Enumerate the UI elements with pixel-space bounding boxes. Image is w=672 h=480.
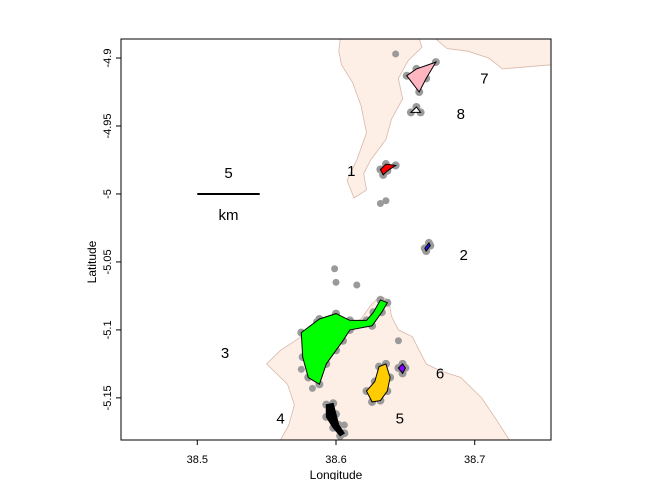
region-8-polygon [409, 106, 422, 113]
scale-bar-unit: km [219, 207, 239, 224]
buffer-point-extra-2 [382, 197, 390, 205]
buffer-point-extra-9 [297, 365, 305, 373]
region-5-polygon [365, 363, 391, 403]
y-tick-label-5: -5.1 [102, 320, 114, 339]
region-layer [300, 61, 438, 437]
region-7-polygon [405, 61, 438, 93]
buffer-point-extra-11 [340, 421, 348, 429]
y-tick-label-4: -5.05 [102, 249, 114, 274]
region-label-4: 4 [276, 410, 284, 427]
region-label-5: 5 [396, 410, 404, 427]
buffer-point-extra-3 [376, 199, 384, 207]
region-label-2: 2 [459, 247, 467, 264]
land-polygon-2 [435, 39, 551, 70]
region-label-7: 7 [480, 70, 488, 87]
buffer-point-extra-7 [394, 337, 402, 345]
region-1-polygon [379, 163, 397, 176]
region-3-polygon [300, 299, 389, 386]
plot-area [266, 39, 551, 440]
land-polygon-1 [338, 39, 423, 199]
region-2-polygon [424, 241, 431, 253]
y-tick-label-3: -5 [102, 189, 114, 199]
region-label-3: 3 [221, 345, 229, 362]
region-labels: 1 2 3 4 5 6 7 8 [221, 70, 489, 427]
y-axis-title: Latitude [85, 240, 99, 283]
y-tick-label-2: -4.95 [102, 113, 114, 138]
region-label-1: 1 [347, 163, 355, 180]
y-tick-label-6: -5.15 [102, 385, 114, 410]
x-tick-label-1: 38.5 [187, 454, 208, 466]
y-axis: -4.9 -4.95 -5 -5.05 -5.1 -5.15 [102, 49, 121, 410]
buffer-point-extra-1 [392, 50, 400, 58]
region-6-polygon [397, 363, 406, 375]
region-4-polygon [325, 402, 345, 437]
buffer-point-extra-6 [353, 281, 361, 289]
x-axis-title: Longitude [310, 468, 363, 480]
scale-bar: 5 km [197, 165, 260, 224]
scale-bar-length: 5 [224, 165, 232, 182]
buffer-point-extra-5 [332, 278, 340, 286]
y-tick-label-1: -4.9 [102, 49, 114, 68]
region-label-8: 8 [457, 106, 465, 123]
x-axis: 38.5 38.6 38.7 [187, 440, 485, 466]
buffer-point-extra-10 [308, 384, 316, 392]
x-tick-label-2: 38.6 [325, 454, 346, 466]
buffer-point-extra-4 [331, 265, 339, 273]
region-label-6: 6 [436, 365, 444, 382]
x-tick-label-3: 38.7 [464, 454, 485, 466]
